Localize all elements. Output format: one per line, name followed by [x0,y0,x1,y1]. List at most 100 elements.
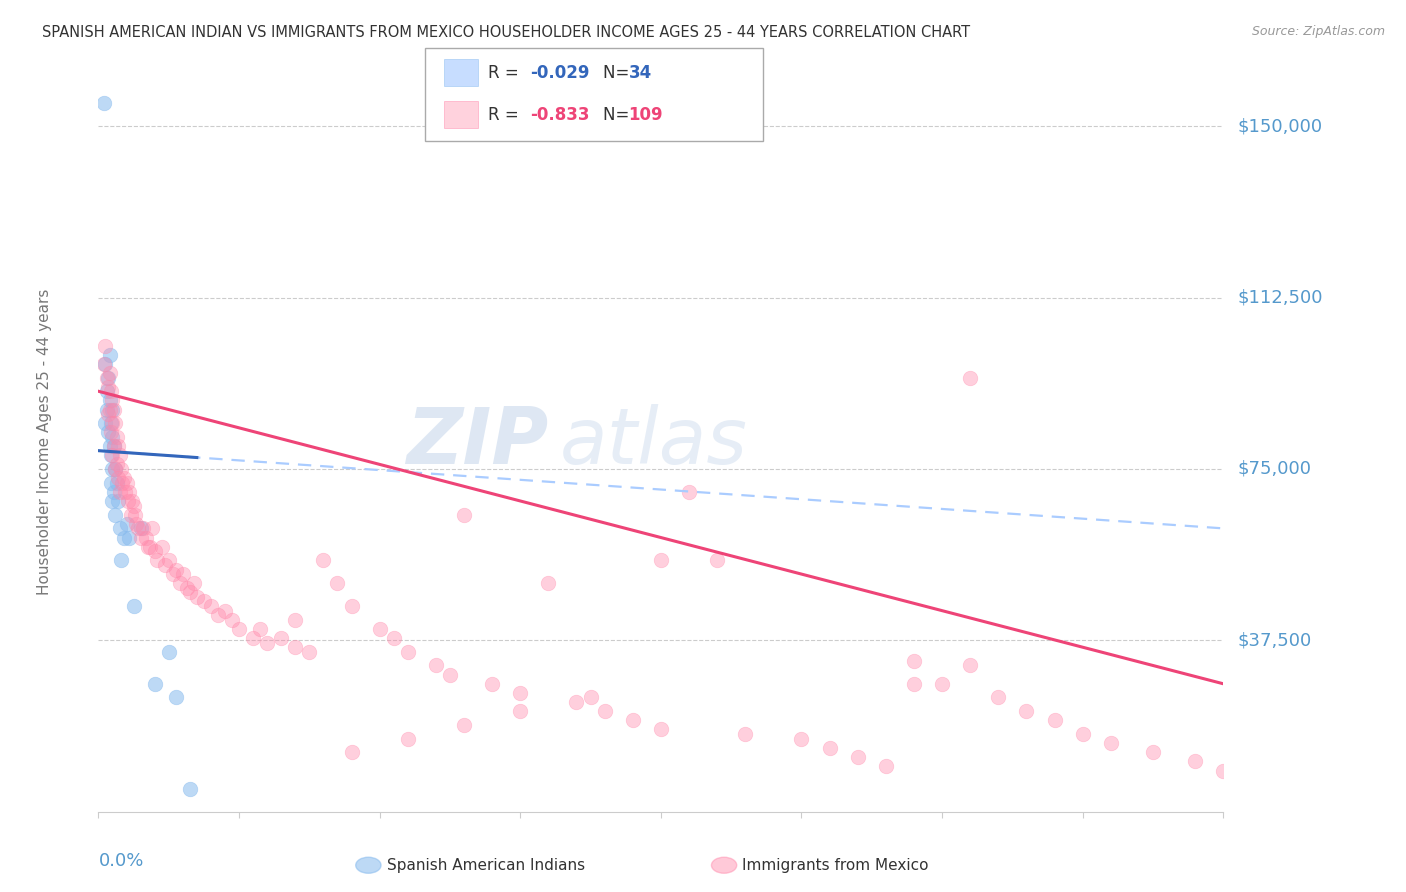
Point [200,599,222,613]
Point [129,531,152,545]
Point [101,417,124,431]
Point [132,521,155,535]
Point [846,750,869,764]
Text: Spanish American Indians: Spanish American Indians [387,858,585,872]
Point [104,417,127,431]
Point [453,718,475,732]
Point [97,370,120,384]
Point [101,430,124,444]
Point [396,731,419,746]
Point [579,690,602,705]
Point [650,723,672,737]
Point [1142,745,1164,759]
Text: $37,500: $37,500 [1237,632,1312,649]
Point [103,439,125,453]
Text: atlas: atlas [560,403,748,480]
Point [249,622,271,636]
Text: ZIP: ZIP [406,403,548,480]
Point [425,658,447,673]
Point [593,704,616,718]
Point [117,494,139,508]
Point [98,348,121,362]
Point [143,677,166,691]
Point [157,645,180,659]
Point [165,690,187,705]
Point [139,540,162,554]
Point [790,731,813,746]
Point [115,475,138,490]
Point [120,508,142,522]
Point [565,695,588,709]
Point [100,384,122,399]
Point [100,475,122,490]
Point [135,531,157,545]
Point [141,521,163,535]
Point [125,516,148,531]
Point [97,407,120,421]
Point [903,654,925,668]
Point [94,338,117,352]
Point [146,553,169,567]
Point [172,567,194,582]
Point [179,781,201,796]
Point [1015,704,1038,718]
Point [453,508,475,522]
Point [1212,764,1234,778]
Point [242,631,264,645]
Point [312,553,335,567]
Point [110,553,132,567]
Point [157,553,180,567]
Point [176,581,198,595]
Point [115,516,138,531]
Point [183,576,205,591]
Point [186,590,208,604]
Text: 34: 34 [628,63,652,82]
Point [959,658,981,673]
Text: $75,000: $75,000 [1237,460,1312,478]
Point [103,439,125,453]
Point [105,430,128,444]
Point [105,458,128,472]
Point [987,690,1010,705]
Point [118,531,141,545]
Point [396,645,419,659]
Text: SPANISH AMERICAN INDIAN VS IMMIGRANTS FROM MEXICO HOUSEHOLDER INCOME AGES 25 - 4: SPANISH AMERICAN INDIAN VS IMMIGRANTS FR… [42,25,970,40]
Point [97,425,120,440]
Text: N=: N= [603,63,634,82]
Point [1184,755,1206,769]
Point [96,370,118,384]
Point [1071,727,1094,741]
Point [96,402,118,417]
Point [93,357,115,371]
Point [97,380,120,394]
Point [214,604,236,618]
Point [326,576,349,591]
Text: R =: R = [488,63,524,82]
Point [114,484,136,499]
Point [101,393,124,408]
Point [100,425,122,440]
Point [270,631,292,645]
Point [112,471,135,485]
Point [105,475,128,490]
Text: $112,500: $112,500 [1237,289,1323,307]
Point [368,622,391,636]
Point [122,599,145,613]
Point [108,448,131,462]
Point [103,484,125,499]
Point [340,745,363,759]
Point [143,544,166,558]
Point [107,471,129,485]
Point [439,667,461,681]
Text: Source: ZipAtlas.com: Source: ZipAtlas.com [1251,25,1385,38]
Text: Householder Income Ages 25 - 44 years: Householder Income Ages 25 - 44 years [37,288,52,595]
Point [127,521,149,535]
Text: N=: N= [603,105,634,124]
Point [101,494,124,508]
Point [340,599,363,613]
Point [650,553,672,567]
Point [104,462,127,476]
Point [153,558,176,572]
Text: $150,000: $150,000 [1237,117,1322,136]
Point [481,677,503,691]
